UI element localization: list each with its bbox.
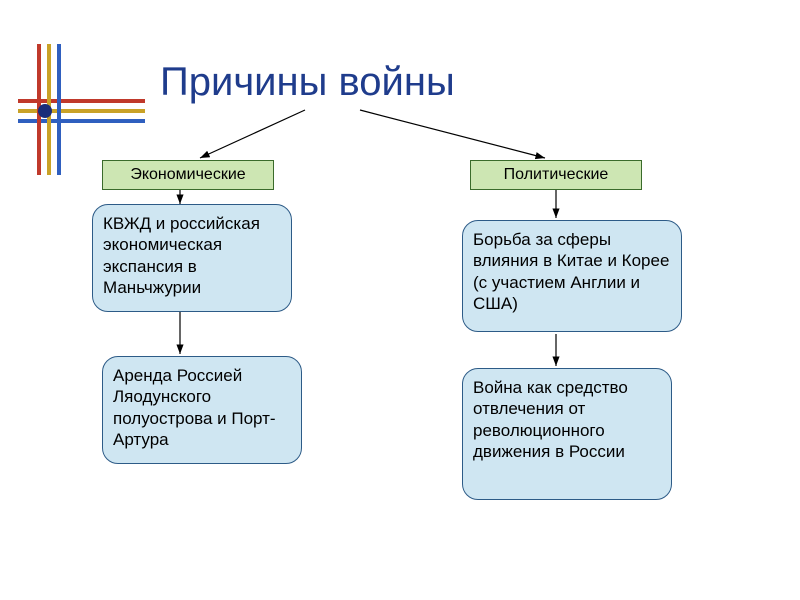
info-econ1: КВЖД и российская экономическая экспанси… — [92, 204, 292, 312]
category-political: Политические — [470, 160, 642, 190]
category-political-label: Политические — [504, 166, 609, 184]
arrow-title-to-econ — [200, 110, 305, 158]
accent-bullet — [38, 104, 52, 118]
diagram-canvas: Причины войны Экономические Политические… — [0, 0, 800, 600]
info-pol2-text: Война как средство отвлечения от революц… — [473, 378, 628, 461]
corner-accent — [18, 44, 145, 175]
info-econ2-text: Аренда Россией Ляодунского полуострова и… — [113, 366, 276, 449]
arrow-title-to-pol — [360, 110, 545, 158]
category-economic: Экономические — [102, 160, 274, 190]
page-title: Причины войны — [160, 60, 455, 105]
category-economic-label: Экономические — [130, 166, 245, 184]
info-pol2: Война как средство отвлечения от революц… — [462, 368, 672, 500]
info-pol1: Борьба за сферы влияния в Китае и Корее … — [462, 220, 682, 332]
info-econ2: Аренда Россией Ляодунского полуострова и… — [102, 356, 302, 464]
info-pol1-text: Борьба за сферы влияния в Китае и Корее … — [473, 230, 669, 313]
info-econ1-text: КВЖД и российская экономическая экспанси… — [103, 214, 260, 297]
